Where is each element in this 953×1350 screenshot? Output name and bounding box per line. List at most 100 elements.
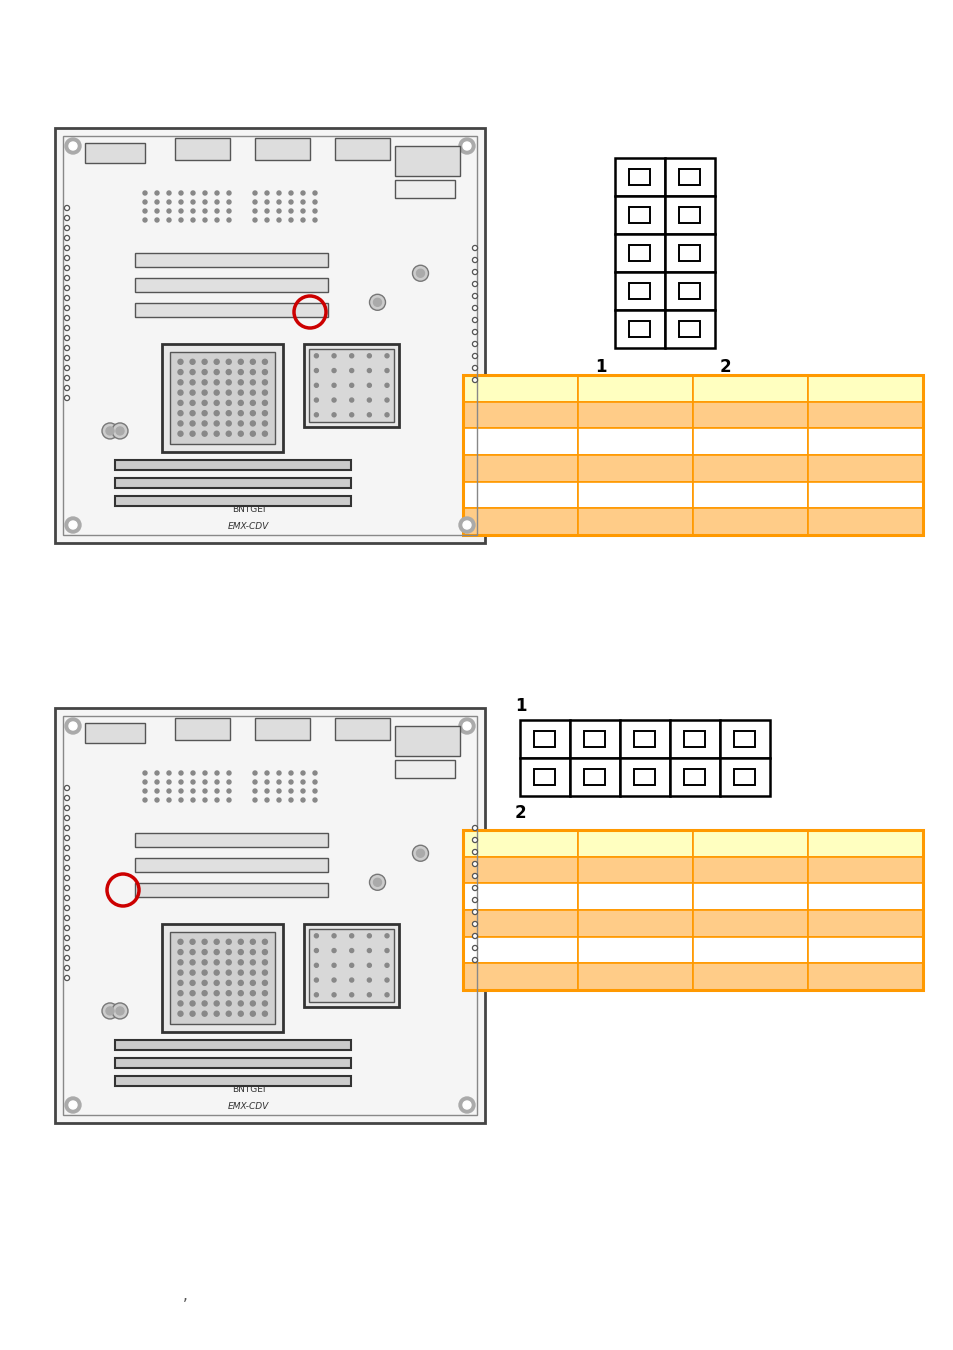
Circle shape (202, 991, 207, 996)
Circle shape (226, 960, 231, 965)
Circle shape (367, 383, 371, 387)
Bar (135, 857, 328, 872)
Circle shape (143, 200, 147, 204)
Circle shape (143, 771, 147, 775)
Circle shape (65, 396, 70, 401)
Circle shape (416, 269, 424, 277)
Circle shape (203, 771, 207, 775)
Bar (462, 910, 578, 937)
Circle shape (190, 940, 194, 944)
Circle shape (190, 991, 194, 996)
Bar (462, 375, 923, 535)
Circle shape (350, 383, 354, 387)
Bar (669, 757, 720, 796)
Circle shape (385, 977, 389, 981)
Bar (664, 271, 714, 310)
Bar (807, 883, 923, 910)
Circle shape (65, 386, 70, 390)
Circle shape (472, 861, 477, 867)
Circle shape (65, 235, 70, 240)
Circle shape (214, 209, 219, 213)
Circle shape (191, 788, 194, 792)
Circle shape (65, 976, 70, 980)
Circle shape (226, 401, 231, 405)
Circle shape (472, 354, 477, 359)
Circle shape (238, 1000, 243, 1006)
Circle shape (472, 898, 477, 903)
Bar (395, 760, 455, 778)
Circle shape (154, 788, 159, 792)
Circle shape (313, 190, 316, 194)
Bar (162, 344, 283, 452)
Circle shape (385, 398, 389, 402)
Circle shape (66, 317, 68, 319)
Bar (115, 478, 351, 487)
Bar (309, 348, 394, 421)
Circle shape (66, 327, 68, 329)
Circle shape (213, 401, 219, 405)
Circle shape (214, 190, 219, 194)
Bar (462, 830, 578, 857)
Circle shape (474, 306, 476, 309)
Circle shape (167, 200, 171, 204)
Bar (679, 169, 700, 185)
Circle shape (179, 217, 183, 221)
Circle shape (202, 980, 207, 986)
Circle shape (412, 265, 428, 281)
Bar (578, 910, 692, 937)
Bar (629, 284, 650, 298)
Circle shape (65, 786, 70, 791)
Circle shape (65, 895, 70, 900)
Circle shape (202, 370, 207, 374)
Circle shape (313, 798, 316, 802)
Circle shape (313, 780, 316, 784)
Circle shape (226, 410, 231, 416)
Circle shape (65, 355, 70, 360)
Circle shape (350, 949, 354, 953)
Circle shape (474, 958, 476, 961)
Bar (462, 857, 578, 883)
Circle shape (65, 336, 70, 340)
Circle shape (385, 934, 389, 938)
Circle shape (472, 945, 477, 950)
Circle shape (66, 857, 68, 859)
Circle shape (65, 876, 70, 880)
Circle shape (474, 319, 476, 321)
Circle shape (262, 370, 267, 374)
Circle shape (250, 980, 255, 986)
Circle shape (250, 940, 255, 944)
Circle shape (178, 379, 183, 385)
Circle shape (66, 227, 68, 230)
Circle shape (265, 190, 269, 194)
Circle shape (227, 798, 231, 802)
Bar (174, 138, 230, 161)
Bar (63, 136, 476, 535)
Circle shape (69, 1102, 77, 1108)
Circle shape (265, 217, 269, 221)
Circle shape (190, 401, 194, 405)
Circle shape (191, 217, 194, 221)
Bar (395, 180, 455, 198)
Circle shape (214, 771, 219, 775)
Bar (395, 726, 459, 756)
Circle shape (66, 306, 68, 309)
Circle shape (143, 780, 147, 784)
Bar (462, 375, 578, 402)
Circle shape (332, 383, 335, 387)
Bar (578, 883, 692, 910)
Circle shape (265, 200, 269, 204)
Bar (692, 455, 807, 482)
Circle shape (143, 788, 147, 792)
Bar (304, 923, 398, 1007)
Bar (462, 883, 578, 910)
Circle shape (203, 200, 207, 204)
Circle shape (65, 806, 70, 810)
Circle shape (262, 431, 267, 436)
Circle shape (66, 867, 68, 869)
Circle shape (238, 410, 243, 416)
Bar (615, 271, 664, 310)
Bar (55, 128, 484, 543)
Circle shape (143, 217, 147, 221)
Circle shape (213, 359, 219, 364)
Circle shape (214, 217, 219, 221)
